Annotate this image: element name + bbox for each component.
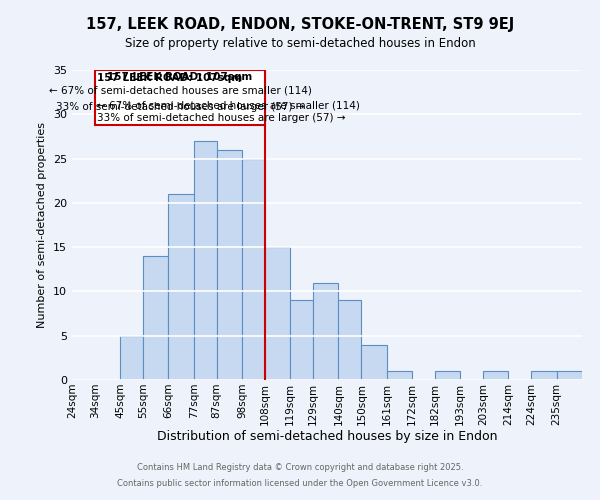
Bar: [313, 282, 338, 380]
Text: Size of property relative to semi-detached houses in Endon: Size of property relative to semi-detach…: [125, 38, 475, 51]
Text: 157, LEEK ROAD, ENDON, STOKE-ON-TRENT, ST9 9EJ: 157, LEEK ROAD, ENDON, STOKE-ON-TRENT, S…: [86, 18, 514, 32]
Bar: [361, 344, 387, 380]
Bar: [169, 194, 194, 380]
Text: ← 67% of semi-detached houses are smaller (114)
33% of semi-detached houses are : ← 67% of semi-detached houses are smalle…: [97, 101, 360, 122]
Bar: [557, 371, 582, 380]
Bar: [120, 336, 143, 380]
Y-axis label: Number of semi-detached properties: Number of semi-detached properties: [37, 122, 47, 328]
Text: 33% of semi-detached houses are larger (57) →: 33% of semi-detached houses are larger (…: [56, 102, 304, 112]
Text: ← 67% of semi-detached houses are smaller (114): ← 67% of semi-detached houses are smalle…: [49, 86, 311, 96]
Bar: [483, 371, 508, 380]
Bar: [194, 141, 217, 380]
Text: Contains HM Land Registry data © Crown copyright and database right 2025.: Contains HM Land Registry data © Crown c…: [137, 464, 463, 472]
Bar: [143, 256, 169, 380]
Text: 157 LEEK ROAD: 107sqm: 157 LEEK ROAD: 107sqm: [97, 72, 242, 83]
X-axis label: Distribution of semi-detached houses by size in Endon: Distribution of semi-detached houses by …: [157, 430, 497, 444]
Text: Contains public sector information licensed under the Open Government Licence v3: Contains public sector information licen…: [118, 478, 482, 488]
Bar: [338, 300, 361, 380]
Bar: [290, 300, 313, 380]
Text: 157 LEEK ROAD: 107sqm: 157 LEEK ROAD: 107sqm: [107, 72, 253, 82]
Bar: [532, 371, 557, 380]
Bar: [242, 158, 265, 380]
Bar: [217, 150, 242, 380]
Bar: [95, 70, 265, 125]
Bar: [387, 371, 412, 380]
Bar: [435, 371, 460, 380]
Bar: [265, 247, 290, 380]
